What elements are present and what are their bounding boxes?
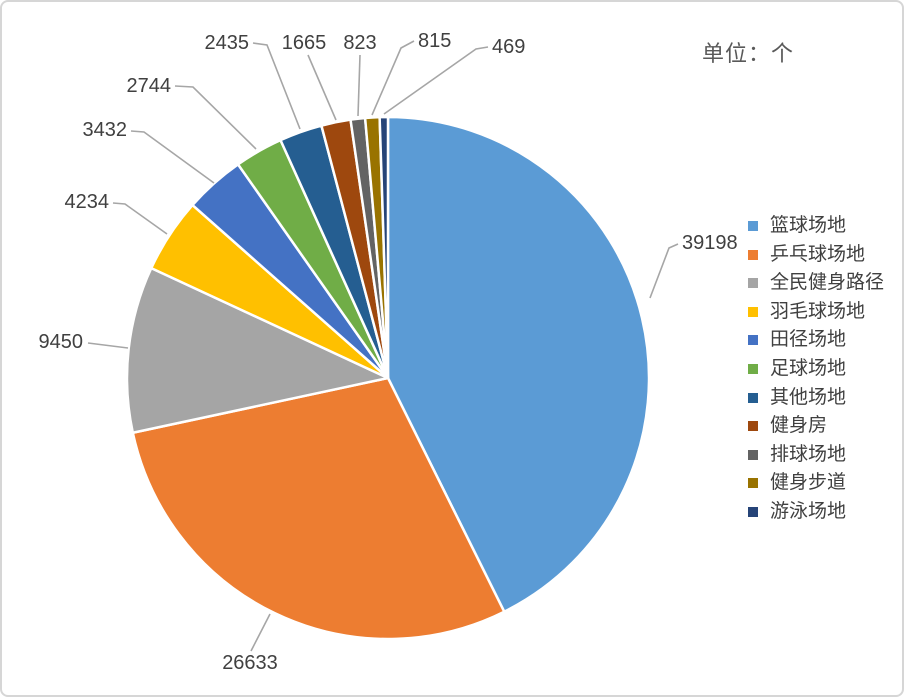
- legend-swatch-icon: [748, 478, 758, 489]
- pie-slice-乒乓球场地: [131, 376, 506, 641]
- legend-item-足球场地: 足球场地: [748, 355, 846, 383]
- legend-label: 游泳场地: [770, 501, 847, 522]
- data-label-排球场地: 823: [343, 32, 376, 54]
- legend-swatch-icon: [748, 364, 758, 374]
- legend-swatch-icon: [748, 392, 758, 403]
- legend-swatch-icon: [748, 306, 758, 317]
- leader-line-排球场地: [357, 54, 361, 117]
- data-label-游泳场地: 469: [492, 36, 525, 58]
- legend-label: 羽毛球场地: [770, 300, 866, 322]
- legend-item-乒乓球场地: 乒乓球场地: [748, 241, 865, 269]
- legend-item-其他场地: 其他场地: [748, 384, 846, 412]
- data-label-其他场地: 2435: [205, 32, 250, 54]
- legend-swatch-icon: [748, 221, 758, 231]
- legend-item-排球场地: 排球场地: [748, 441, 846, 469]
- legend-swatch-icon: [748, 335, 758, 346]
- legend-label: 健身房: [770, 415, 828, 437]
- legend-label: 排球场地: [770, 443, 847, 465]
- pie-slice-游泳场地: [378, 115, 390, 380]
- leader-line-乒乓球场地: [250, 613, 271, 652]
- legend-label: 乒乓球场地: [770, 243, 866, 265]
- legend-item-健身房: 健身房: [748, 412, 827, 440]
- data-label-足球场地: 2744: [127, 75, 172, 97]
- legend-label: 足球场地: [770, 358, 847, 379]
- data-label-全民健身路径: 9450: [39, 331, 84, 353]
- leader-line-全民健身路径: [87, 342, 129, 349]
- leader-line-田径场地: [130, 130, 215, 184]
- legend-label: 篮球场地: [770, 215, 847, 236]
- legend-item-健身步道: 健身步道: [748, 469, 846, 497]
- legend-label: 健身步道: [770, 472, 847, 494]
- leader-line-健身步道: [371, 40, 415, 116]
- data-label-健身步道: 815: [418, 30, 451, 52]
- pie-slice-篮球场地: [386, 115, 651, 613]
- leader-line-其他场地: [252, 42, 301, 130]
- legend-item-羽毛球场地: 羽毛球场地: [748, 298, 865, 326]
- legend-item-游泳场地: 游泳场地: [748, 498, 846, 526]
- data-label-羽毛球场地: 4234: [65, 191, 110, 213]
- pie-slice-全民健身路径: [125, 266, 390, 435]
- legend-swatch-icon: [748, 507, 758, 517]
- legend-swatch-icon: [748, 278, 758, 289]
- legend-swatch-icon: [748, 421, 758, 432]
- legend-item-全民健身路径: 全民健身路径: [748, 269, 884, 297]
- legend-item-篮球场地: 篮球场地: [748, 212, 846, 240]
- data-label-乒乓球场地: 26633: [222, 652, 278, 674]
- legend: 篮球场地乒乓球场地全民健身路径 羽毛球场地田径场地足球场地其他场地健身房排球场地健…: [748, 2, 902, 695]
- data-label-健身房: 1665: [282, 32, 327, 54]
- legend-swatch-icon: [748, 249, 758, 260]
- leader-line-健身房: [307, 54, 337, 121]
- legend-swatch-icon: [748, 449, 758, 460]
- legend-label: 全民健身路径: [770, 272, 885, 294]
- leader-line-游泳场地: [383, 46, 489, 115]
- data-label-田径场地: 3432: [83, 119, 128, 141]
- legend-item-田径场地: 田径场地: [748, 326, 846, 354]
- legend-label: 其他场地: [770, 386, 847, 408]
- leader-line-羽毛球场地: [112, 202, 168, 235]
- chart-unit-title: 单位：个: [702, 41, 795, 66]
- leader-line-篮球场地: [649, 243, 679, 299]
- legend-label: 田径场地: [770, 329, 847, 351]
- data-label-篮球场地: 39198: [682, 232, 738, 254]
- leader-line-足球场地: [174, 85, 257, 150]
